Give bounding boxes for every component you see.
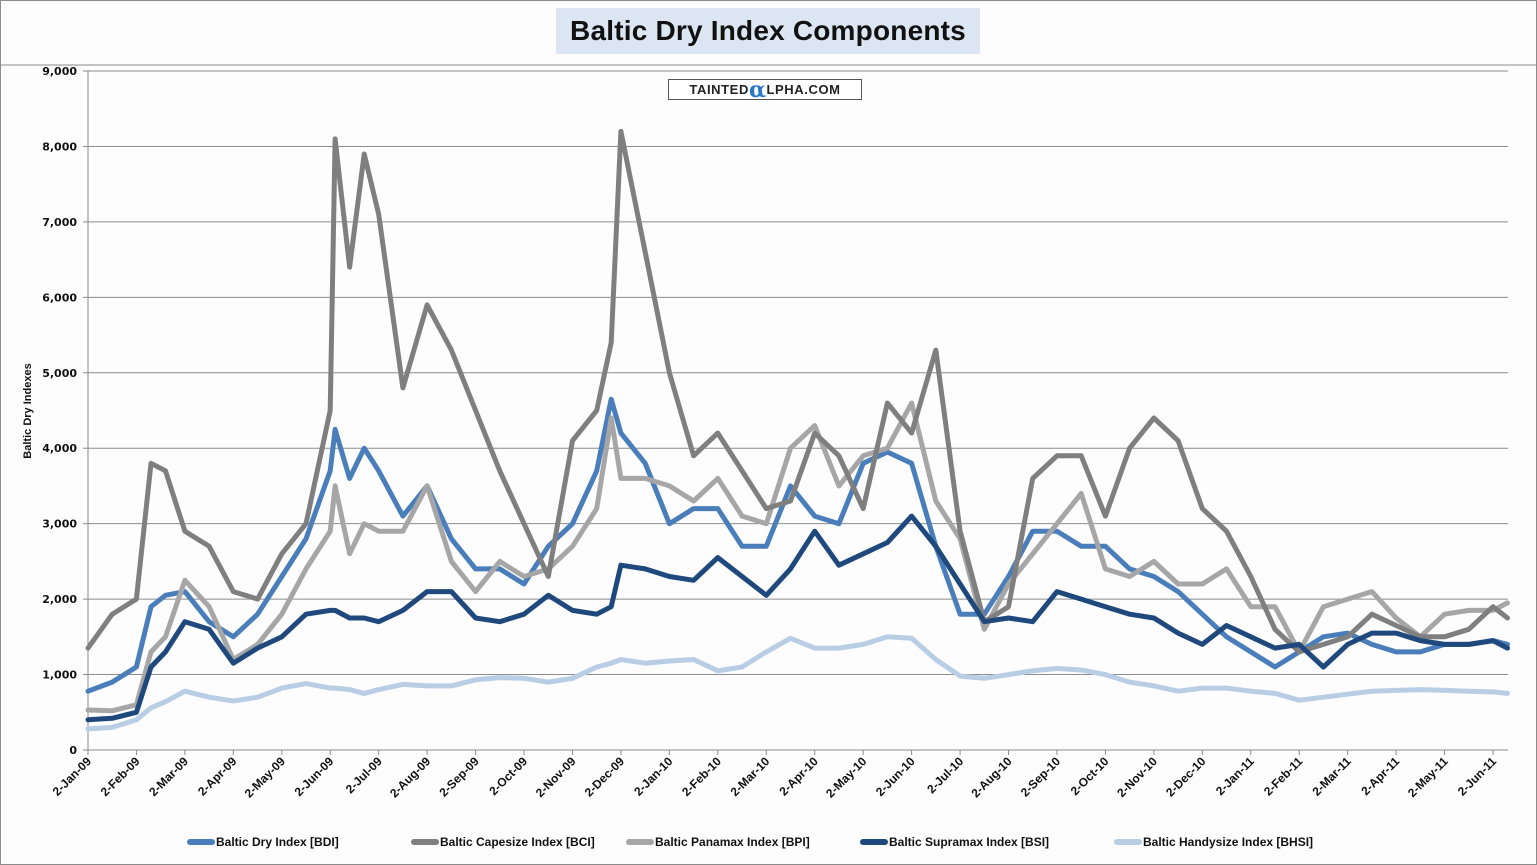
legend-item: Baltic Panamax Index [BPI] <box>626 835 810 849</box>
x-tick-label: 2-Sep-09 <box>436 754 482 800</box>
x-tick-label: 2-Jan-11 <box>1213 754 1257 798</box>
legend-label: Baltic Capesize Index [BCI] <box>440 835 595 849</box>
y-tick-label: 8,000 <box>42 140 77 153</box>
x-tick-label: 2-Jan-09 <box>50 754 95 799</box>
x-tick-label: 2-Aug-09 <box>387 754 433 800</box>
x-tick-label: 2-Dec-10 <box>1163 754 1209 800</box>
legend-item: Baltic Dry Index [BDI] <box>187 835 339 849</box>
y-tick-label: 2,000 <box>42 593 77 606</box>
series-lines <box>85 128 1510 732</box>
gridlines <box>88 70 1508 676</box>
y-axis-label: Baltic Dry Indexes <box>22 363 34 458</box>
x-tick-label: 2-Jul-09 <box>343 754 385 796</box>
legend-label: Baltic Handysize Index [BHSI] <box>1143 835 1313 849</box>
x-tick-label: 2-Aug-10 <box>968 754 1014 800</box>
y-tick-label: 6,000 <box>42 291 77 304</box>
chart-title-box: Baltic Dry Index Components <box>556 8 980 54</box>
x-tick-label: 2-Jan-10 <box>631 754 676 799</box>
series-line-1 <box>85 128 1510 655</box>
y-tick-label: 1,000 <box>42 669 77 682</box>
x-tick-label: 2-Feb-11 <box>1261 754 1306 799</box>
x-tick-label: 2-Dec-09 <box>582 754 628 800</box>
series-line-4 <box>85 634 1510 732</box>
y-tick-label: 0 <box>69 744 77 757</box>
watermark-logo: TAINTED α LPHA.COM <box>668 76 862 103</box>
x-tick-label: 2-Feb-10 <box>679 754 724 799</box>
watermark-text-left: TAINTED <box>689 82 749 97</box>
x-tick-label: 2-Feb-09 <box>98 754 143 799</box>
x-tick-label: 2-Nov-09 <box>533 754 579 800</box>
x-tick-label: 2-Mar-11 <box>1309 754 1354 799</box>
x-tick-label: 2-Apr-09 <box>195 754 240 799</box>
legend-label: Baltic Panamax Index [BPI] <box>655 835 810 849</box>
x-tick-label: 2-Sep-10 <box>1018 754 1064 800</box>
x-tick-label: 2-Nov-10 <box>1114 754 1160 800</box>
legend-item: Baltic Supramax Index [BSI] <box>860 835 1049 849</box>
y-tick-label: 9,000 <box>42 65 77 78</box>
y-tick-label: 5,000 <box>42 367 77 380</box>
series-line-0 <box>85 396 1510 694</box>
legend-label: Baltic Supramax Index [BSI] <box>889 835 1049 849</box>
y-tick-label: 7,000 <box>42 216 77 229</box>
y-axis: 0 1,000 2,000 3,000 4,000 5,000 6,000 7,000 8,00… <box>42 65 89 757</box>
y-tick-label: 3,000 <box>42 518 77 531</box>
watermark-text-right: LPHA.COM <box>766 82 841 97</box>
x-tick-label: 2-Jul-10 <box>924 754 966 796</box>
legend: Baltic Dry Index [BDI] Baltic Capesize In… <box>187 835 1313 849</box>
alpha-glyph: α <box>748 76 767 103</box>
legend-label: Baltic Dry Index [BDI] <box>216 835 339 849</box>
x-tick-label: 2-Apr-11 <box>1358 754 1402 798</box>
x-tick-label: 2-May-10 <box>823 754 869 800</box>
x-tick-label: 2-May-11 <box>1405 754 1451 800</box>
x-tick-label: 2-Jun-09 <box>292 754 337 799</box>
x-tick-label: 2-May-09 <box>242 754 288 800</box>
x-tick-label: 2-Apr-10 <box>777 754 822 799</box>
legend-item: Baltic Handysize Index [BHSI] <box>1114 835 1313 849</box>
x-tick-label: 2-Mar-10 <box>728 754 773 799</box>
x-tick-label: 2-Mar-09 <box>146 754 191 799</box>
x-tick-label: 2-Oct-10 <box>1068 754 1112 798</box>
x-tick-label: 2-Jun-10 <box>873 754 918 799</box>
x-axis: 2-Jan-09 2-Feb-09 2-Mar-09 2-Apr-09 2-May-09… <box>50 749 1508 800</box>
y-tick-label: 4,000 <box>42 442 77 455</box>
chart-title: Baltic Dry Index Components <box>570 15 966 46</box>
x-tick-label: 2-Oct-09 <box>486 754 530 798</box>
legend-item: Baltic Capesize Index [BCI] <box>411 835 595 849</box>
series-line-3 <box>85 513 1510 723</box>
x-tick-label: 2-Jun-11 <box>1455 754 1500 799</box>
